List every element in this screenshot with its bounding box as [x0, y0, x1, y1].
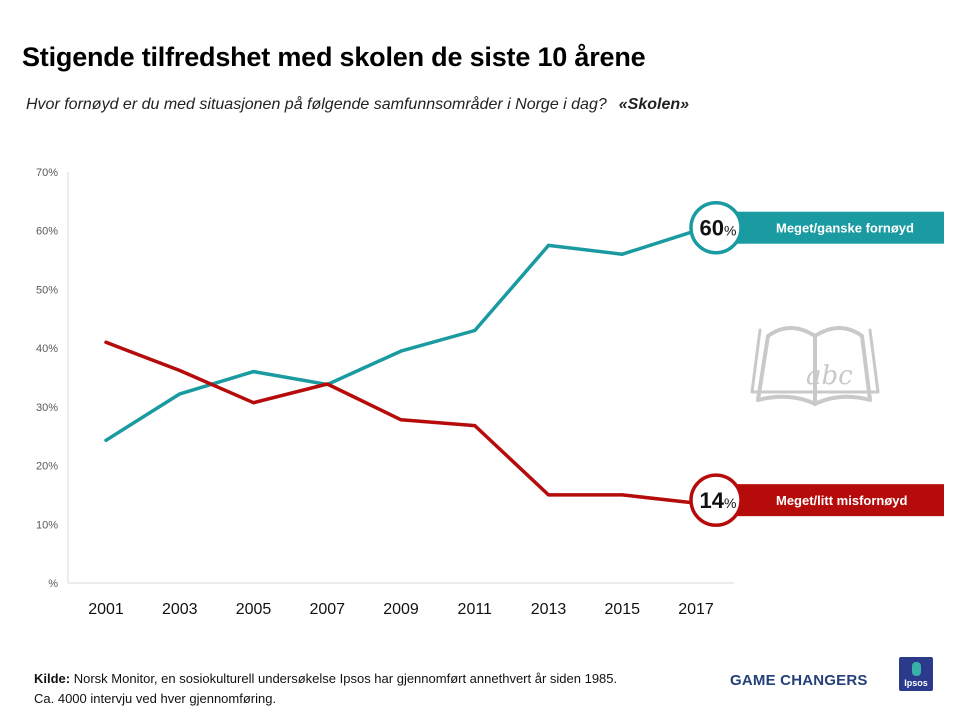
end-markers: Meget/ganske fornøyd 60% Meget/litt misfor… [689, 200, 944, 527]
x-tick-label: 2017 [678, 601, 714, 618]
data-point [104, 438, 108, 442]
data-point [252, 370, 255, 374]
end-value-badge [689, 473, 743, 527]
logo-text: Ipsos [904, 678, 928, 688]
end-value-label: 14% [700, 488, 737, 513]
end-value-unit: % [724, 495, 736, 511]
data-point [104, 340, 108, 344]
end-value-unit: % [724, 223, 736, 239]
x-tick-label: 2015 [604, 601, 640, 618]
ipsos-logo: Ipsos [899, 657, 933, 691]
logo-mark [912, 662, 921, 676]
y-tick-label: 10% [36, 519, 58, 531]
series-label-box [726, 211, 944, 244]
y-tick-label: 50% [36, 284, 58, 296]
line-chart: % 10% 20% 30% 40% 50% 60% 70% 2001 2003 2005 2007 20… [36, 167, 944, 618]
data-point [178, 368, 182, 372]
y-tick-label: 70% [36, 167, 58, 179]
y-tick-label: 40% [36, 343, 58, 355]
source-text: Norsk Monitor, en sosiokulturell undersø… [70, 671, 618, 686]
data-point [547, 493, 550, 497]
source-line-2: Ca. 4000 intervju ved hver gjennomføring… [34, 691, 277, 706]
data-point [620, 252, 624, 256]
end-value-number: 14 [700, 488, 725, 513]
data-point [473, 424, 477, 428]
series-label-box [726, 484, 944, 517]
series-line-satisfied [104, 228, 698, 443]
subtitle-highlight: «Skolen» [618, 96, 690, 113]
data-point [178, 392, 182, 396]
y-tick-label: 60% [36, 226, 58, 238]
end-value-label: 60% [700, 216, 737, 241]
data-point [547, 243, 550, 247]
data-point [399, 349, 403, 353]
book-abc-icon: abc [750, 326, 880, 406]
end-value-badge [689, 200, 743, 255]
y-tick-label: 30% [36, 402, 58, 414]
data-point [325, 382, 329, 386]
x-tick-label: 2005 [236, 601, 272, 618]
series-label: Meget/litt misfornøyd [776, 493, 908, 508]
y-tick-label: 20% [36, 461, 58, 473]
subtitle-question: Hvor fornøyd er du med situasjonen på fø… [26, 96, 607, 113]
data-point [252, 401, 255, 405]
data-point [473, 329, 477, 333]
x-tick-label: 2001 [88, 601, 124, 618]
source-line-1: Kilde: Norsk Monitor, en sosiokulturell … [34, 669, 617, 689]
x-tick-label: 2011 [458, 601, 493, 618]
source-note: Kilde: Norsk Monitor, en sosiokulturell … [34, 669, 617, 709]
x-tick-label: 2003 [162, 601, 198, 618]
source-label: Kilde: [34, 671, 71, 686]
series-label: Meget/ganske fornøyd [776, 221, 914, 236]
x-tick-label: 2007 [309, 601, 345, 618]
data-point [399, 418, 403, 422]
x-tick-label: 2009 [383, 601, 419, 618]
brand-tagline: GAME CHANGERS [730, 672, 868, 689]
y-tick-label: % [48, 578, 58, 590]
page-title: Stigende tilfredshet med skolen de siste… [22, 42, 646, 72]
series-line-dissatisfied [104, 340, 698, 505]
chart-lines [104, 228, 698, 505]
data-point [620, 493, 624, 497]
x-tick-label: 2013 [531, 601, 567, 618]
chart-axes: % 10% 20% 30% 40% 50% 60% 70% 2001 2003 2005 2007 20… [36, 167, 734, 618]
end-value-number: 60 [700, 216, 724, 241]
chart-subtitle: Hvor fornøyd er du med situasjonen på fø… [26, 96, 689, 114]
book-text: abc [806, 361, 853, 391]
